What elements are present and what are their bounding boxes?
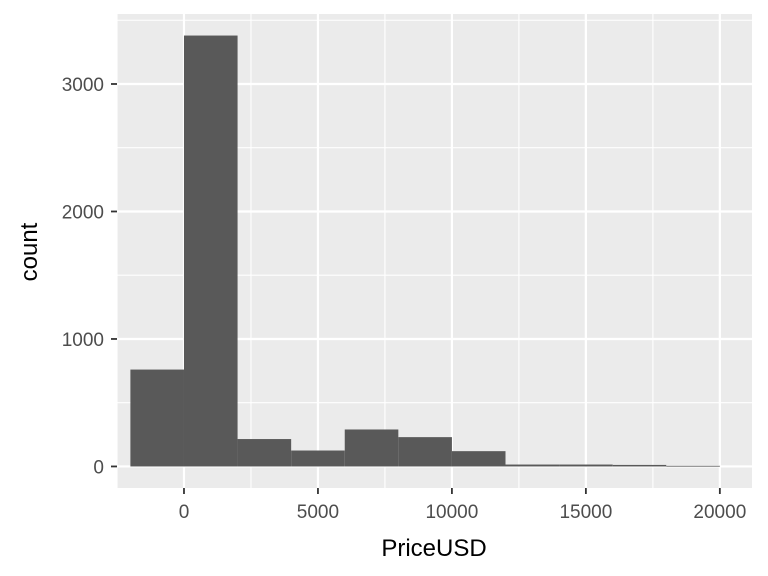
x-tick-label: 15000 xyxy=(559,502,612,523)
histogram-bar xyxy=(451,451,506,467)
histogram-bar xyxy=(559,464,613,467)
histogram-bar xyxy=(291,450,345,467)
histogram-bars xyxy=(130,35,720,467)
histogram-bar xyxy=(398,437,452,467)
y-tick-label: 3000 xyxy=(62,75,104,96)
histogram-bar xyxy=(505,464,560,467)
histogram-bar xyxy=(344,429,399,467)
y-axis: 0 1000 2000 3000 xyxy=(62,75,117,478)
y-tick-label: 2000 xyxy=(62,202,104,223)
x-tick-label: 10000 xyxy=(425,502,478,523)
x-tick-label: 0 xyxy=(179,502,190,523)
x-tick-label: 20000 xyxy=(693,502,746,523)
histogram-bar xyxy=(237,439,292,467)
histogram-bar xyxy=(666,465,720,467)
x-axis-title: PriceUSD xyxy=(381,535,486,562)
y-tick-label: 0 xyxy=(93,457,104,478)
histogram-bar xyxy=(183,35,238,467)
y-tick-label: 1000 xyxy=(62,330,104,351)
histogram-bar xyxy=(130,369,184,467)
x-axis: 0 5000 10000 15000 20000 xyxy=(179,488,746,523)
x-tick-label: 5000 xyxy=(297,502,339,523)
histogram-bar xyxy=(612,464,667,467)
y-axis-title: count xyxy=(16,222,43,281)
